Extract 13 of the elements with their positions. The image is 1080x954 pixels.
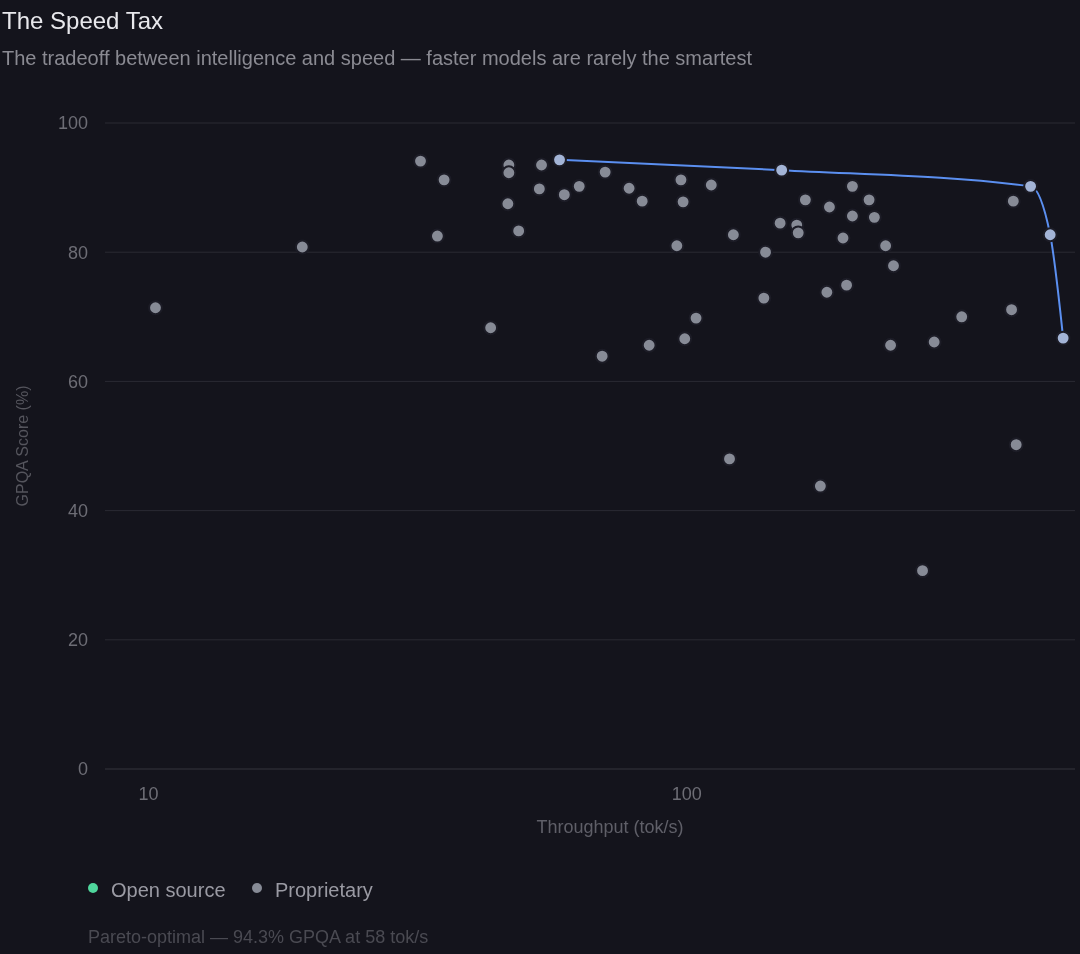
y-tick-label: 100: [57, 113, 88, 134]
legend-label: Open source: [111, 879, 226, 901]
y-tick-label: 60: [67, 371, 88, 392]
y-axis-title: GPQA Score (%): [14, 385, 31, 507]
y-tick-label: 40: [67, 500, 88, 521]
y-tick-label: 80: [67, 242, 88, 263]
x-tick-label: 10: [138, 784, 159, 804]
y-tick-label: 0: [77, 759, 88, 780]
x-axis-title: Throughput (tok/s): [536, 817, 684, 837]
chart-title: The Speed Tax: [2, 7, 164, 34]
y-tick-label: 20: [67, 630, 88, 651]
chart-subtitle: The tradeoff between intelligence and speed — faster models are rarely the smartest: [2, 47, 753, 69]
legend-label: Proprietary: [275, 879, 373, 901]
